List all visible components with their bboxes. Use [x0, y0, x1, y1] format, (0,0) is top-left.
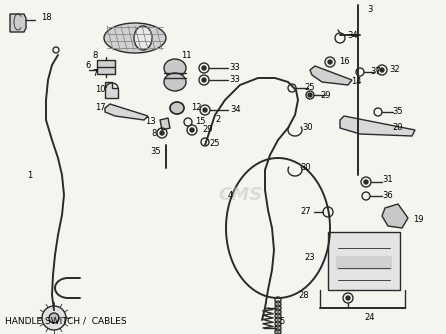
Text: 23: 23 [305, 254, 315, 263]
Ellipse shape [134, 26, 152, 50]
Text: 27: 27 [301, 207, 311, 216]
Polygon shape [310, 66, 352, 85]
Text: CMS: CMS [218, 186, 262, 204]
Text: 6: 6 [85, 60, 91, 69]
Text: 4: 4 [227, 190, 233, 199]
Text: 33: 33 [230, 75, 240, 85]
Text: 10: 10 [95, 86, 105, 95]
Text: 18: 18 [41, 13, 51, 22]
Circle shape [203, 108, 207, 112]
Text: 34: 34 [348, 30, 358, 39]
Text: 33: 33 [230, 63, 240, 72]
Polygon shape [340, 116, 415, 136]
Ellipse shape [104, 23, 166, 53]
Circle shape [364, 180, 368, 184]
Circle shape [160, 131, 164, 135]
Text: 15: 15 [195, 118, 205, 127]
Text: 19: 19 [413, 215, 423, 224]
Text: 5: 5 [279, 318, 285, 327]
Text: 11: 11 [181, 50, 191, 59]
Text: 32: 32 [390, 65, 401, 74]
Text: 34: 34 [231, 106, 241, 115]
Circle shape [328, 60, 332, 64]
FancyBboxPatch shape [328, 232, 400, 290]
Circle shape [380, 68, 384, 72]
Circle shape [42, 306, 66, 330]
FancyBboxPatch shape [97, 60, 115, 74]
Text: 8: 8 [151, 129, 157, 138]
Polygon shape [105, 82, 118, 98]
Ellipse shape [164, 59, 186, 77]
Polygon shape [382, 204, 408, 228]
Text: 28: 28 [299, 292, 310, 301]
Text: 17: 17 [95, 104, 105, 113]
Text: 20: 20 [393, 124, 403, 133]
Ellipse shape [170, 102, 184, 114]
Circle shape [190, 128, 194, 132]
Text: 24: 24 [365, 314, 375, 323]
Polygon shape [10, 14, 26, 32]
Text: 30: 30 [301, 164, 311, 172]
Text: HANDLE SWITCH /  CABLES: HANDLE SWITCH / CABLES [5, 317, 127, 326]
Text: 3: 3 [368, 5, 373, 14]
Circle shape [308, 93, 312, 97]
Text: 2: 2 [215, 116, 221, 125]
Text: 35: 35 [392, 108, 403, 117]
Circle shape [49, 313, 59, 323]
Polygon shape [105, 104, 148, 120]
Text: 13: 13 [145, 118, 155, 127]
Text: 37: 37 [371, 67, 381, 76]
Circle shape [346, 296, 350, 300]
Text: 35: 35 [151, 148, 161, 157]
Text: 36: 36 [383, 190, 393, 199]
Text: 30: 30 [303, 124, 313, 133]
Circle shape [202, 78, 206, 82]
Circle shape [202, 66, 206, 70]
Text: 29: 29 [321, 91, 331, 100]
Text: 25: 25 [210, 139, 220, 148]
Text: 31: 31 [383, 175, 393, 184]
FancyBboxPatch shape [336, 256, 392, 270]
Text: 25: 25 [305, 84, 315, 93]
Text: 1: 1 [27, 170, 33, 179]
Polygon shape [160, 118, 170, 130]
Text: 7: 7 [92, 68, 98, 77]
Text: 16: 16 [339, 57, 349, 66]
Ellipse shape [164, 73, 186, 91]
Text: 14: 14 [351, 77, 361, 87]
Text: 29: 29 [203, 126, 213, 135]
Text: 12: 12 [191, 103, 201, 112]
Text: 8: 8 [92, 51, 98, 60]
